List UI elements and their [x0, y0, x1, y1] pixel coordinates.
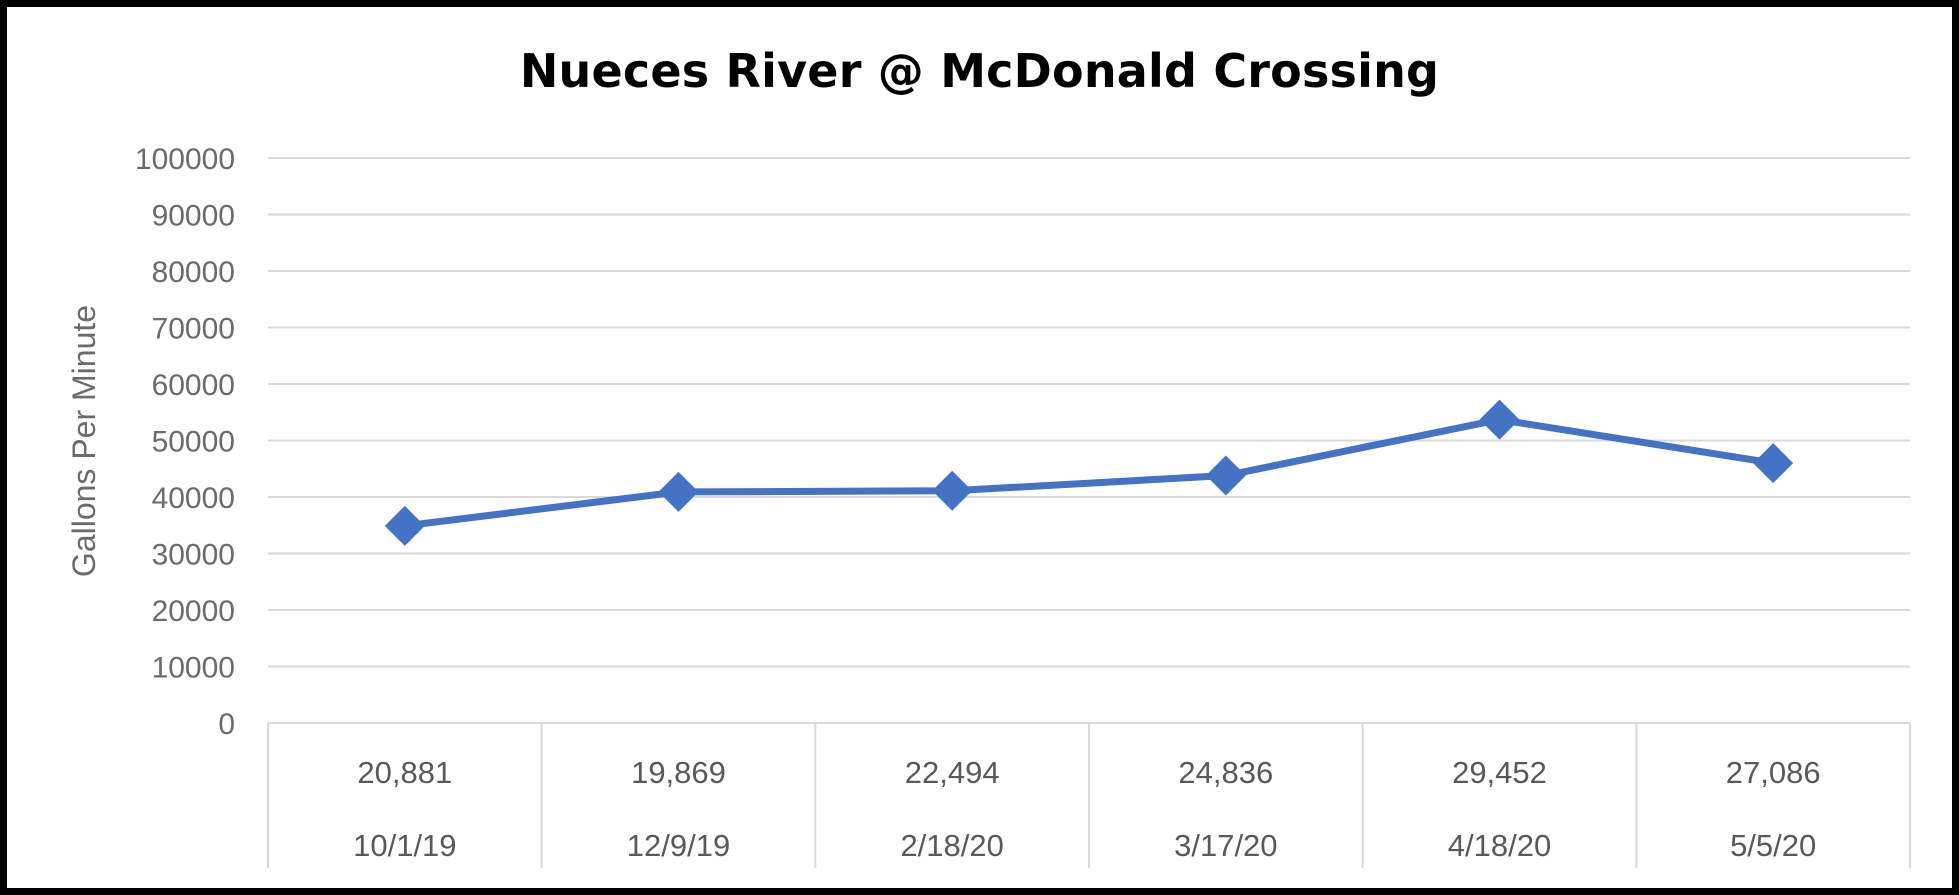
y-tick-label: 10000 [152, 652, 235, 685]
y-tick-label: 60000 [152, 369, 235, 402]
gridlines [268, 157, 1910, 668]
y-tick-label: 50000 [152, 426, 235, 459]
y-tick-label: 90000 [152, 200, 235, 233]
y-tick-label: 100000 [135, 143, 235, 176]
y-tick-label: 30000 [152, 539, 235, 572]
y-tick-label: 20000 [152, 595, 235, 628]
series-line [401, 416, 1777, 530]
y-axis-ticks: 0 10000 20000 30000 40000 50000 60000 70000 8000… [135, 143, 235, 741]
y-axis-label: Gallons Per Minute [66, 305, 102, 577]
category-table: 20,881 10/1/19 19,869 12/9/19 22,494 2/18/20 2… [267, 723, 1911, 868]
x-tick-label: 10/1/19 [353, 828, 456, 863]
x-tick-label: 5/5/20 [1730, 828, 1816, 863]
series-layer [384, 399, 1794, 546]
x-tick-label: 12/9/19 [627, 828, 730, 863]
data-point-marker [658, 471, 699, 512]
y-tick-label: 0 [218, 708, 235, 741]
category-value-label: 29,452 [1452, 755, 1547, 790]
data-point-marker [932, 470, 973, 511]
data-point-marker [1205, 455, 1246, 496]
x-tick-label: 3/17/20 [1174, 828, 1277, 863]
data-point-marker [384, 505, 425, 546]
chart-title: Nueces River @ McDonald Crossing [519, 44, 1440, 98]
category-value-label: 20,881 [357, 755, 452, 790]
y-tick-label: 40000 [152, 482, 235, 515]
data-point-marker [1479, 399, 1520, 440]
x-tick-label: 2/18/20 [900, 828, 1003, 863]
category-value-label: 24,836 [1178, 755, 1273, 790]
category-value-label: 19,869 [631, 755, 726, 790]
category-value-label: 27,086 [1726, 755, 1821, 790]
y-tick-label: 70000 [152, 313, 235, 346]
data-point-marker [1753, 443, 1794, 484]
y-tick-label: 80000 [152, 256, 235, 289]
category-value-label: 22,494 [905, 755, 1000, 790]
x-tick-label: 4/18/20 [1448, 828, 1551, 863]
